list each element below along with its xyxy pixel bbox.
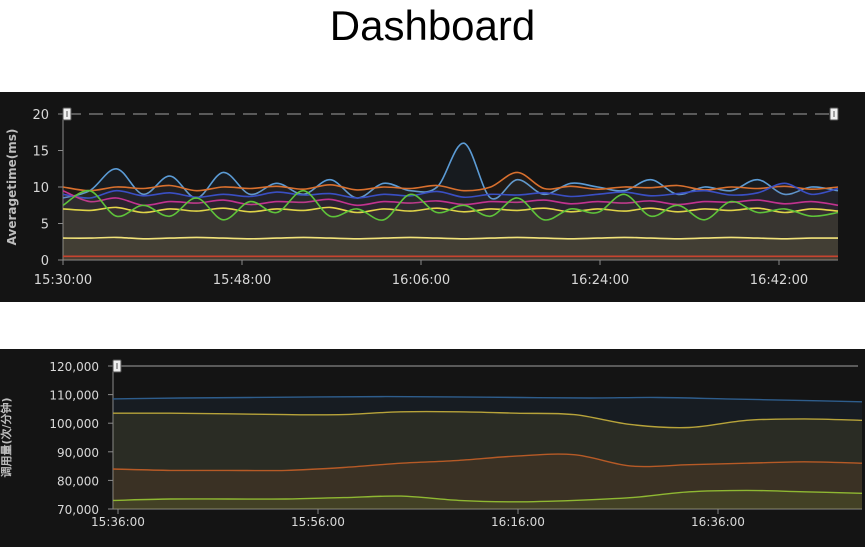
y-tick-label: 110,000 xyxy=(49,389,99,403)
series-area xyxy=(113,411,862,509)
y-tick-label: 90,000 xyxy=(57,446,99,460)
y-tick-label: 15 xyxy=(32,145,49,160)
y-tick-label: 5 xyxy=(41,218,49,233)
call-volume-chart: 调用量(次/分钟) 70,000 80,000 90,000 100,000 110,00… xyxy=(0,359,863,529)
series-line xyxy=(112,410,863,429)
series-area xyxy=(63,207,838,260)
x-tick-label: 15:30:00 xyxy=(34,273,92,288)
range-start-handle[interactable] xyxy=(62,107,72,121)
call-volume-chart-panel: 调用量(次/分钟) 70,000 80,000 90,000 100,000 110,00… xyxy=(0,349,865,547)
series-line xyxy=(62,171,839,192)
x-tick-label: 16:24:00 xyxy=(571,273,629,288)
series-area xyxy=(63,256,838,260)
series-line xyxy=(112,453,863,472)
averagetime-chart-panel: Averagetime(ms) 0 5 10 15 20 15:30:00 15:48:00 1… xyxy=(0,92,865,302)
x-tick-label: 15:36:00 xyxy=(91,515,145,529)
x-tick-label: 16:16:00 xyxy=(491,515,545,529)
y-tick-label: 20 xyxy=(32,108,49,123)
series-area xyxy=(63,190,838,260)
series-area xyxy=(113,490,862,509)
y-tick-label: 120,000 xyxy=(49,360,99,374)
y-tick-label: 0 xyxy=(41,254,49,269)
range-end-handle[interactable] xyxy=(829,107,839,121)
x-tick-label: 16:06:00 xyxy=(392,273,450,288)
x-tick-label: 15:56:00 xyxy=(291,515,345,529)
y-tick-label: 80,000 xyxy=(57,474,99,488)
x-tick-label: 15:48:00 xyxy=(213,273,271,288)
x-tick-label: 16:42:00 xyxy=(750,273,808,288)
series-line xyxy=(62,182,839,199)
y-tick-label: 70,000 xyxy=(57,503,99,517)
page-title: Dashboard xyxy=(329,2,536,49)
series-group xyxy=(112,395,863,509)
series-line xyxy=(112,395,863,403)
series-line xyxy=(62,236,839,240)
y-axis-label: Averagetime(ms) xyxy=(5,129,19,246)
y-tick-label: 100,000 xyxy=(49,417,99,431)
series-area xyxy=(113,454,862,509)
series-area xyxy=(113,396,862,509)
series-line xyxy=(112,489,863,503)
y-axis-label: 调用量(次/分钟) xyxy=(0,397,13,477)
axes xyxy=(112,366,862,510)
y-tick-label: 10 xyxy=(32,181,49,196)
series-area xyxy=(63,237,838,260)
averagetime-chart: Averagetime(ms) 0 5 10 15 20 15:30:00 15:48:00 1… xyxy=(5,107,839,288)
series-line xyxy=(62,189,839,221)
series-line xyxy=(62,189,839,207)
range-start-handle[interactable] xyxy=(112,359,122,373)
series-area xyxy=(63,143,838,260)
x-tick-label: 16:36:00 xyxy=(691,515,745,529)
series-group xyxy=(62,142,839,260)
